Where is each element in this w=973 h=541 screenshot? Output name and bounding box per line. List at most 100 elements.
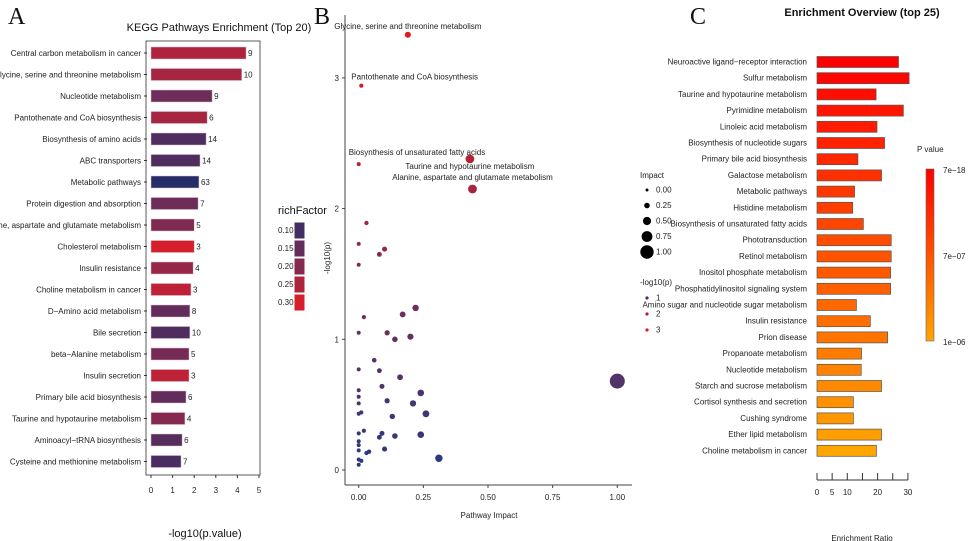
point-annotation: Pantothenate and CoA biosynthesis — [351, 73, 478, 82]
category-label: Metabolic pathways — [71, 178, 141, 187]
category-label: Insulin secretion — [83, 372, 141, 381]
data-point — [465, 154, 475, 164]
category-label: Inositol phosphate metabolism — [699, 268, 807, 277]
data-point — [356, 431, 361, 436]
data-point — [361, 314, 366, 320]
count-label: 3 — [196, 243, 201, 252]
panel-b: 0 1 2 3 0.00 0.25 0.50 0.75 1.00 Pathway Impact -l… — [323, 15, 672, 520]
panel-a: Central carbon metabolism in cancer 9 Glyc… — [0, 40, 327, 540]
point-annotation: Biosynthesis of unsaturated fatty acids — [349, 148, 486, 157]
data-point — [379, 430, 385, 436]
category-label: Cushing syndrome — [740, 414, 807, 423]
data-point — [364, 220, 369, 226]
x-axis-label: Pathway Impact — [461, 511, 519, 520]
category-label: D−Amino acid metabolism — [48, 307, 141, 316]
data-point — [356, 443, 361, 448]
point-annotation: Alanine, aspartate and glutamate metabol… — [392, 173, 553, 182]
data-point — [356, 262, 361, 267]
category-label: beta−Alanine metabolism — [51, 350, 141, 359]
bar — [150, 89, 213, 103]
bar — [816, 56, 899, 68]
category-label: Linoleic acid metabolism — [720, 122, 807, 131]
bar — [150, 261, 194, 275]
bar — [816, 88, 877, 101]
data-point — [609, 373, 625, 389]
bar — [816, 201, 854, 214]
x-tick-label: 0.25 — [416, 493, 432, 502]
x-tick-label: 2 — [192, 486, 197, 495]
colorbar — [925, 168, 935, 342]
count-label: 9 — [248, 49, 253, 58]
bar — [150, 197, 199, 210]
category-label: Biosynthesis of amino acids — [42, 135, 141, 144]
count-label: 10 — [244, 71, 253, 80]
count-label: 6 — [184, 436, 189, 445]
x-tick-label: 0.75 — [545, 493, 561, 502]
size-legend-label: 0.25 — [656, 201, 672, 210]
count-label: 6 — [188, 393, 193, 402]
legend-label: 0.20 — [278, 262, 294, 271]
count-label: 14 — [202, 157, 211, 166]
count-label: 9 — [214, 92, 219, 101]
category-label: Primary bile acid biosynthesis — [702, 155, 807, 164]
count-label: 7 — [183, 458, 188, 467]
category-label: Central carbon metabolism in cancer — [11, 49, 142, 58]
count-label: 8 — [192, 307, 197, 316]
category-label: Choline metabolism in cancer — [36, 286, 141, 295]
bar — [150, 111, 208, 124]
bar — [150, 326, 191, 339]
count-label: 4 — [187, 415, 192, 424]
bar — [150, 412, 186, 425]
data-point — [468, 184, 477, 194]
bar — [816, 234, 892, 247]
x-tick-label: 1.00 — [610, 493, 626, 502]
category-label: Cholesterol metabolism — [57, 243, 141, 252]
legend-swatch — [293, 275, 306, 294]
category-label: Nucleotide metabolism — [60, 92, 141, 101]
category-label: Insulin resistance — [79, 264, 141, 273]
data-point — [356, 330, 361, 335]
count-label: 3 — [191, 372, 196, 381]
category-label: Bile secretion — [93, 329, 141, 338]
colorbar-label: 7e−18 — [943, 166, 966, 175]
legend-swatch — [293, 293, 306, 312]
bar — [150, 455, 182, 468]
bar — [816, 444, 877, 457]
data-point — [399, 311, 406, 318]
panel-c: Neuroactive ligand−receptor interaction S… — [642, 56, 966, 541]
color-legend-dot — [645, 328, 649, 332]
size-legend-title: Impact — [640, 171, 665, 180]
color-legend-dot — [645, 312, 649, 316]
category-label: Retinol metabolism — [739, 252, 807, 261]
bar — [816, 250, 892, 263]
color-legend-label: 3 — [656, 326, 661, 335]
panel-a-title: KEGG Pathways Enrichment (Top 20) — [127, 22, 312, 34]
data-point — [376, 251, 382, 257]
data-point — [359, 83, 364, 88]
data-point — [382, 446, 388, 452]
count-label: 6 — [209, 114, 214, 123]
category-label: Sulfur metabolism — [743, 74, 807, 83]
bar — [816, 363, 862, 376]
data-point — [359, 458, 364, 463]
y-axis-label: -log10(p) — [323, 242, 332, 274]
category-label: Taurine and hypotaurine metabolism — [678, 90, 807, 99]
bar — [816, 169, 882, 182]
category-label: Galactose metabolism — [728, 171, 807, 180]
bar — [816, 315, 871, 328]
data-point — [356, 394, 361, 399]
color-legend-dot — [645, 296, 649, 300]
plot-frame — [145, 40, 261, 476]
y-tick-label: 2 — [335, 205, 340, 214]
category-label: Neuroactive ligand−receptor interaction — [668, 58, 807, 67]
data-point — [404, 31, 411, 38]
data-point — [356, 241, 361, 246]
category-label: Glycine, serine and threonine metabolism — [0, 71, 141, 80]
bar — [816, 120, 878, 133]
count-label: 4 — [195, 264, 200, 273]
size-legend-dot — [645, 188, 649, 192]
bar — [816, 412, 854, 425]
data-point — [356, 439, 361, 444]
category-label: Phototransduction — [743, 236, 808, 245]
